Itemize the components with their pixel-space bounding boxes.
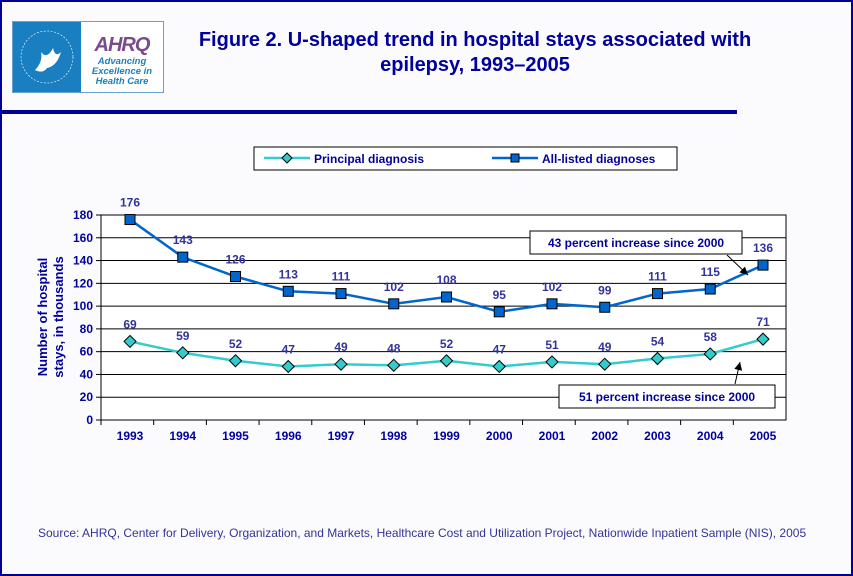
data-label: 126 [225, 253, 245, 267]
data-label: 113 [279, 267, 299, 281]
data-label: 176 [120, 196, 140, 210]
legend-label: Principal diagnosis [314, 152, 424, 166]
data-point [598, 357, 612, 371]
data-point [441, 291, 452, 303]
data-point [123, 334, 137, 349]
data-point [652, 288, 663, 300]
data-label: 102 [542, 280, 562, 294]
annotation-box [529, 230, 743, 255]
data-label: 52 [229, 337, 243, 351]
data-label: 49 [598, 340, 612, 354]
data-label: 115 [701, 265, 721, 279]
y-axis-label: Number of hospitalstays, in thousands [35, 256, 66, 377]
data-label: 111 [332, 270, 351, 284]
data-point [387, 358, 401, 373]
data-point [334, 357, 348, 371]
data-label: 47 [493, 342, 507, 356]
data-label: 108 [436, 273, 456, 287]
data-label: 47 [282, 342, 296, 356]
legend-marker [281, 152, 293, 164]
data-point [230, 271, 241, 282]
y-tick-label: 0 [86, 413, 93, 427]
annotation-box [558, 384, 776, 409]
data-point [176, 346, 190, 360]
data-point [282, 285, 294, 297]
y-tick-label: 60 [80, 345, 94, 359]
x-tick-label: 1996 [275, 429, 302, 443]
x-tick-label: 1993 [117, 429, 144, 443]
data-label: 99 [598, 283, 612, 297]
data-point [545, 355, 559, 369]
data-point [756, 332, 770, 346]
data-point [228, 354, 243, 368]
data-label: 102 [384, 280, 404, 294]
x-tick-label: 1994 [169, 429, 196, 443]
data-point [546, 298, 558, 310]
data-label: 48 [387, 341, 401, 355]
x-tick-label: 1995 [222, 429, 249, 443]
x-tick-label: 2003 [644, 429, 671, 443]
y-tick-label: 100 [73, 299, 93, 313]
x-tick-label: 1997 [328, 429, 355, 443]
y-tick-label: 40 [80, 367, 94, 381]
chart-title: Figure 2. U-shaped trend in hospital sta… [198, 29, 752, 76]
annotation-text: 51 percent increase since 2000 [579, 390, 755, 404]
legend-box [253, 146, 678, 171]
data-point [439, 354, 454, 368]
data-label: 71 [756, 315, 770, 329]
y-tick-label: 120 [73, 276, 93, 290]
x-tick-label: 2001 [539, 429, 566, 443]
data-point [650, 351, 665, 366]
logo-tagline-1: Advancing [97, 56, 147, 67]
x-tick-label: 2005 [750, 429, 777, 443]
annotation-text: 43 percent increase since 2000 [548, 236, 724, 250]
hhs-seal-icon [13, 22, 81, 92]
data-label: 49 [334, 340, 348, 354]
x-tick-label: 2004 [697, 429, 724, 443]
logo-tagline-3: Health Care [95, 76, 149, 87]
data-point [757, 259, 769, 271]
x-tick-label: 1999 [433, 429, 460, 443]
data-point [388, 298, 400, 310]
data-label: 143 [173, 233, 193, 247]
y-tick-label: 160 [73, 231, 93, 245]
data-label: 59 [176, 329, 190, 343]
data-label: 95 [493, 288, 507, 302]
source-note: Source: AHRQ, Center for Delivery, Organ… [38, 526, 807, 540]
data-point [281, 359, 295, 374]
data-point [493, 306, 505, 318]
x-tick-label: 2000 [486, 429, 513, 443]
data-label: 54 [651, 335, 665, 349]
x-tick-label: 1998 [380, 429, 407, 443]
arrowhead-icon [734, 362, 743, 371]
data-point [492, 359, 506, 374]
y-tick-label: 80 [80, 322, 94, 336]
legend-label: All-listed diagnoses [542, 152, 656, 166]
data-label: 58 [704, 330, 718, 344]
data-label: 51 [545, 338, 559, 352]
data-point [703, 347, 717, 361]
data-label: 136 [753, 241, 773, 255]
data-point [599, 301, 611, 313]
data-label: 69 [123, 317, 137, 331]
logo-tagline-2: Excellence in [91, 66, 153, 77]
data-point [124, 214, 136, 226]
data-label: 111 [648, 270, 667, 284]
arrowhead-icon [739, 266, 748, 275]
y-tick-label: 20 [80, 390, 94, 404]
y-tick-label: 180 [73, 208, 93, 222]
y-tick-label: 140 [73, 254, 93, 268]
legend-marker [510, 153, 520, 163]
data-label: 52 [440, 337, 454, 351]
ahrq-logo: AHRQ Advancing Excellence in Health Care [12, 21, 164, 93]
header-divider [0, 110, 737, 114]
data-point [177, 251, 189, 263]
data-point [335, 288, 347, 300]
data-point [704, 283, 716, 295]
logo-brand: AHRQ [94, 34, 151, 56]
x-tick-label: 2002 [591, 429, 618, 443]
